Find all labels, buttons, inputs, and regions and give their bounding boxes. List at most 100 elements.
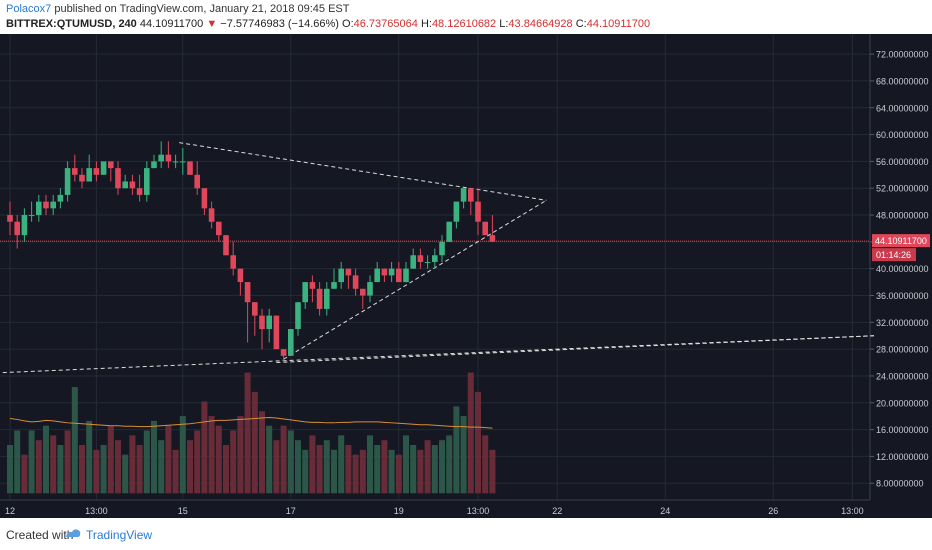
- volume-bar: [50, 435, 57, 494]
- volume-bar: [79, 445, 85, 494]
- low-value: 43.84664928: [508, 18, 573, 30]
- volume-bar: [287, 430, 294, 494]
- candle-body: [244, 282, 251, 303]
- time-axis-label: 24: [660, 506, 670, 516]
- current-price-label: 44.10911700: [875, 236, 927, 246]
- current-price-tag: [872, 234, 930, 248]
- candle-body: [136, 188, 143, 195]
- volume-bar: [35, 440, 42, 494]
- price-axis-label: 64.00000000: [876, 103, 929, 113]
- volume-bar: [107, 425, 114, 494]
- candle-body: [14, 221, 20, 236]
- trendline-long-support: [2, 335, 875, 374]
- volume-bar: [388, 449, 395, 494]
- price-axis-label: 16.00000000: [876, 425, 929, 435]
- candle-body: [316, 288, 323, 309]
- volume-bar: [194, 430, 201, 494]
- candle-body: [374, 268, 380, 283]
- volume-bar: [21, 454, 28, 494]
- price-axis-label: 40.00000000: [876, 264, 929, 274]
- volume-bar: [158, 440, 165, 494]
- volume-bar: [259, 411, 265, 494]
- candle-body: [180, 161, 186, 163]
- chart-area[interactable]: 72.00000000 68.00000000 64.00000000 60.0000…: [0, 34, 932, 518]
- candle-body: [432, 255, 438, 262]
- volume-bar: [489, 449, 496, 494]
- volume-bar: [43, 425, 49, 494]
- volume-bar: [280, 425, 287, 494]
- volume-bar: [482, 435, 489, 494]
- candle-body: [381, 268, 388, 276]
- published-text: published on TradingView.com, January 21…: [54, 3, 350, 15]
- price-axis-label: 24.00000000: [876, 371, 929, 381]
- volume-bar: [345, 445, 352, 494]
- symbol-label: BITTREX:QTUMUSD, 240: [6, 18, 137, 30]
- footer-bar: Created with TradingView: [0, 518, 932, 550]
- price-axis-label: 52.00000000: [876, 184, 929, 194]
- volume-bar: [122, 454, 129, 494]
- candle-body: [64, 168, 71, 195]
- publication-line: Polacox7 published on TradingView.com, J…: [6, 3, 350, 15]
- volume-bar: [179, 416, 186, 494]
- candle-body: [50, 201, 56, 209]
- candle-body: [216, 221, 222, 236]
- candle-body: [352, 275, 359, 289]
- candle-body: [158, 154, 164, 162]
- tradingview-brand-link[interactable]: TradingView: [86, 528, 153, 542]
- volume-bar: [86, 420, 93, 494]
- candle-body: [331, 282, 337, 289]
- candle-body: [475, 201, 481, 222]
- price-axis-label: 60.00000000: [876, 130, 929, 140]
- candle-body: [230, 255, 236, 269]
- volume-bar: [302, 449, 309, 494]
- candle-body: [424, 261, 431, 263]
- volume-bar: [201, 401, 208, 494]
- candlestick-chart[interactable]: 72.00000000 68.00000000 64.00000000 60.0000…: [0, 34, 932, 518]
- volume-bar: [410, 445, 417, 494]
- candle-body: [468, 188, 474, 202]
- volume-bar: [403, 435, 409, 494]
- candle-body: [338, 268, 344, 283]
- candle-body: [410, 255, 416, 269]
- price-axis-label: 20.00000000: [876, 398, 929, 408]
- candle-body: [194, 174, 200, 189]
- volume-bar: [266, 425, 273, 494]
- candle-body: [295, 302, 301, 330]
- volume-bar: [381, 440, 388, 494]
- candle-body: [439, 241, 445, 256]
- volume-bar: [115, 440, 121, 494]
- time-axis-label: 13:00: [85, 506, 108, 516]
- volume-bar: [93, 449, 100, 494]
- countdown-tag: [872, 248, 916, 262]
- volume-bar: [57, 445, 64, 494]
- candle-body: [252, 302, 258, 316]
- candle-body: [403, 268, 409, 283]
- volume-bar: [352, 454, 359, 494]
- volume-bar: [71, 387, 78, 494]
- tradingview-logo-icon[interactable]: [64, 526, 82, 540]
- candle-body: [360, 288, 366, 296]
- candle-body: [72, 168, 78, 175]
- ohlc-legend: BITTREX:QTUMUSD, 240 44.10911700 ▼ −7.57…: [6, 18, 650, 30]
- countdown-label: 01:14:26: [876, 250, 911, 260]
- candle-body: [151, 161, 157, 169]
- author-link[interactable]: Polacox7: [6, 3, 52, 15]
- candle-body: [7, 215, 13, 222]
- candle-body: [21, 215, 28, 236]
- candle-body: [208, 208, 215, 222]
- volume-bar: [309, 435, 316, 494]
- low-label: L:: [499, 18, 509, 30]
- volume-bar: [323, 440, 330, 494]
- volume-bar: [374, 445, 381, 494]
- volume-bar: [331, 449, 337, 494]
- time-axis-label: 22: [552, 506, 562, 516]
- volume-bar: [424, 440, 431, 494]
- volume-bar: [7, 445, 13, 494]
- price-axis-label: 36.00000000: [876, 291, 929, 301]
- created-with-text: Created with: [6, 528, 74, 542]
- volume-bar: [151, 420, 157, 494]
- down-arrow-icon: ▼: [206, 18, 218, 30]
- candle-body: [43, 201, 49, 209]
- candle-body: [28, 215, 35, 217]
- volume-bar: [223, 445, 229, 494]
